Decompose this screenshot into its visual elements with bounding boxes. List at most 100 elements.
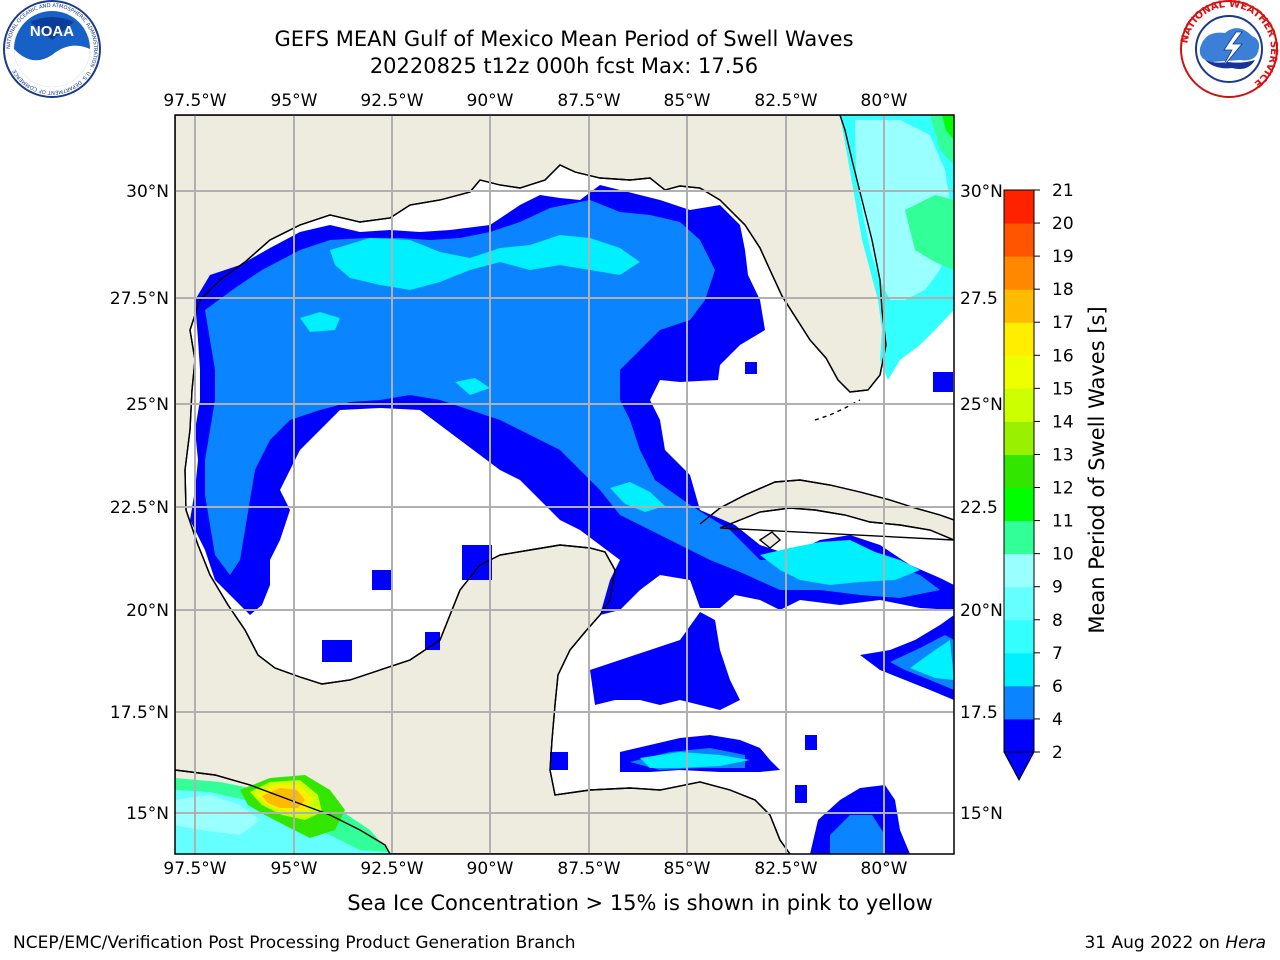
colorbar-extend-min [1003,751,1035,782]
swell-region-6-7-f [640,752,750,768]
nws-logo: NATIONAL WEATHER SERVICE [1179,0,1279,98]
lat-label-left: 30°N [126,182,169,202]
credit-date-text: 31 Aug 2022 on [1084,933,1226,953]
lat-label-right: 25°N [960,395,1003,415]
lon-label-top: 85°W [664,91,711,111]
sea-ice-note-text: Sea Ice Concentration > 15% is shown in … [347,891,933,915]
land-isle-of-youth [758,531,782,549]
lat-label-right: 17.5 [960,703,998,723]
lat-labels: 30°N 27.5°N 25°N 22.5°N 20°N 17.5°N 15°N… [110,182,1003,824]
credit-branch: NCEP/EMC/Verification Post Processing Pr… [13,933,576,953]
swell-region-6-7-c [455,378,490,395]
lat-label-right: 20°N [960,601,1003,621]
colorbar-tick-label: 8 [1052,611,1063,631]
colorbar-tick-label: 12 [1052,479,1074,499]
lat-label-left: 15°N [126,804,169,824]
map-frame [174,114,955,855]
lat-label-left: 27.5°N [110,289,169,309]
colorbar-title: Mean Period of Swell Waves [s] [1085,306,1109,634]
lon-label-top: 87.5°W [557,91,620,111]
lon-label-top: 97.5°W [163,91,226,111]
lat-label-right: 22.5 [960,498,998,518]
colorbar-swatch [1004,190,1034,224]
colorbar-swatch [1004,586,1034,621]
graticule [175,115,954,854]
lon-label-bottom: 90°W [467,859,514,879]
lat-label-left: 20°N [126,601,169,621]
colorbar-swatch [1004,520,1034,555]
lon-label-bottom: 92.5°W [360,859,423,879]
swell-region-6-7-b [300,312,340,332]
swell-region-4-6 [205,200,940,598]
lon-label-bottom: 97.5°W [163,859,226,879]
lat-label-right: 15°N [960,804,1003,824]
colorbar-swatch [1004,421,1034,455]
noaa-logo: NOAA NATIONAL OCEANIC AND ATMOSPHERIC AD… [3,0,101,98]
colorbar-swatch [1004,652,1034,687]
colorbar-tick-label: 16 [1052,346,1074,366]
noaa-logo-text: NOAA [30,23,74,40]
lat-label-left: 17.5°N [110,703,169,723]
colorbar-tick-label: 20 [1052,214,1074,234]
colorbar-tick-label: 13 [1052,445,1074,465]
swell-patch-8 [745,362,757,374]
colorbar-tick-label: 6 [1052,677,1063,697]
lon-label-bottom: 87.5°W [557,859,620,879]
lon-label-top: 92.5°W [360,91,423,111]
colorbar-tick-label: 9 [1052,578,1063,598]
lon-label-top: 80°W [861,91,908,111]
colorbar-swatch [1004,355,1034,389]
colorbar-tick-label: 17 [1052,313,1074,333]
lon-label-top: 90°W [467,91,514,111]
lon-label-bottom: 85°W [664,859,711,879]
colorbar-tick-label: 10 [1052,545,1074,565]
colorbar-tick-label: 21 [1052,181,1074,201]
credit-host: Hera [1225,933,1266,953]
lon-label-top: 82.5°W [754,91,817,111]
lon-label-bottom: 82.5°W [754,859,817,879]
colorbar-swatch [1004,388,1034,422]
swell-region-6-7-d [610,482,665,512]
lon-label-bottom: 95°W [271,859,318,879]
swell-region-6-7 [330,235,640,290]
colorbar-tick-label: 4 [1052,710,1063,730]
credit-date: 31 Aug 2022 on Hera [1084,933,1266,953]
lon-labels: 97.5°W 95°W 92.5°W 90°W 87.5°W 85°W 82.5… [163,91,907,879]
colorbar-swatch [1004,256,1034,290]
swell-patch-4 [425,632,440,650]
colorbar-swatch [1004,718,1034,753]
swell-region-atlantic-10 [905,195,954,270]
lon-label-bottom: 80°W [861,859,908,879]
colorbar-tick-label: 19 [1052,247,1074,267]
colorbar-swatch [1004,289,1034,323]
lat-label-right: 30°N [960,182,1003,202]
lat-label-right: 27.5 [960,289,998,309]
colorbar-swatch [1004,487,1034,522]
map-title: GEFS MEAN Gulf of Mexico Mean Period of … [274,27,854,51]
colorbar: 2 4 6 7 8 9 10 11 12 13 14 15 16 17 18 19 20 21 [1003,181,1074,782]
colorbar-tick-label: 18 [1052,280,1074,300]
swell-patch-1 [322,640,352,662]
colorbar-tick-label: 2 [1052,743,1063,763]
swell-patch-3 [462,545,492,580]
colorbar-swatch [1004,619,1034,654]
swell-region-6-7-e [760,540,920,585]
swell-patch-7 [805,735,817,750]
map-subtitle: 20220825 t12z 000h fcst Max: 17.56 [369,54,759,78]
swell-patch-5 [550,752,568,770]
colorbar-tick-label: 11 [1052,512,1074,532]
colorbar-frame [1003,189,1035,753]
lat-label-left: 22.5°N [110,498,169,518]
swell-region-south-blue [590,612,740,710]
swell-patch-9 [933,372,953,392]
colorbar-tick-label: 7 [1052,644,1063,664]
colorbar-swatch [1004,322,1034,356]
lat-label-left: 25°N [126,395,169,415]
swell-region-6-7-g [910,640,954,680]
swell-region-4-6-se [830,815,885,854]
swell-region-pacific-9 [175,795,260,835]
swell-region-atlantic-11 [942,115,954,140]
colorbar-swatch [1004,454,1034,489]
colorbar-swatch [1004,553,1034,588]
